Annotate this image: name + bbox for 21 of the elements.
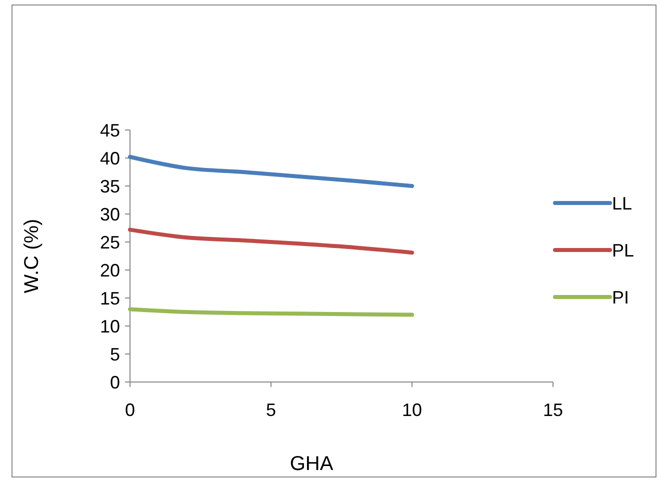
y-tick-label: 15	[100, 288, 120, 308]
x-axis-title: GHA	[290, 453, 334, 475]
y-tick-label: 30	[100, 204, 120, 224]
legend-label: PI	[612, 287, 630, 308]
y-tick-label: 5	[110, 344, 120, 364]
line-series	[128, 154, 414, 188]
y-tick-label: 0	[110, 372, 120, 392]
line-series	[128, 228, 414, 255]
y-tick-label: 35	[100, 176, 120, 196]
x-tick-label: 10	[402, 400, 422, 420]
y-tick-label: 25	[100, 232, 120, 252]
legend-label: LL	[612, 193, 632, 214]
x-tick-label: 0	[124, 400, 136, 420]
y-tick-label: 20	[100, 260, 120, 280]
x-tick-label: 5	[266, 400, 276, 420]
legend-label: PL	[612, 240, 634, 260]
y-tick-label: 45	[100, 120, 120, 140]
y-tick-label: 10	[100, 316, 120, 336]
y-tick-label: 40	[100, 148, 120, 168]
y-axis-title: W.C (%)	[21, 218, 43, 294]
x-tick-label: 15	[542, 400, 564, 420]
